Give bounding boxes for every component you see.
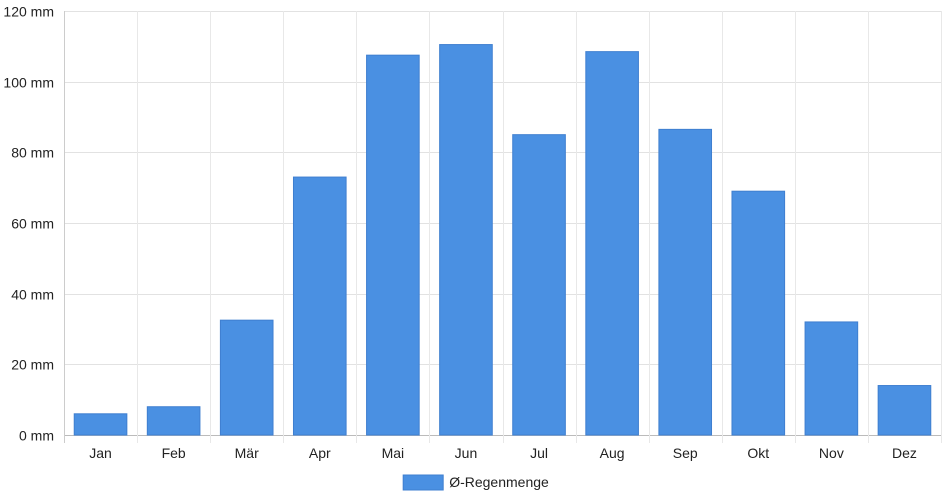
bar-4[interactable] — [366, 54, 420, 436]
y-tick-label: 100 mm — [3, 75, 54, 91]
grid-lines — [64, 11, 942, 443]
y-tick-label: 40 mm — [11, 287, 54, 303]
x-tick-label: Sep — [673, 445, 698, 461]
bar-0[interactable] — [73, 413, 128, 436]
axes: 0 mm 20 mm 40 mm 60 mm 80 mm 100 mm 120 mm Jan F… — [3, 4, 916, 462]
x-tick-label: Dez — [892, 445, 917, 461]
x-tick-label: Jan — [89, 445, 112, 461]
x-tick-label: Apr — [309, 445, 331, 461]
x-tick-label: Feb — [162, 445, 186, 461]
y-tick-label: 60 mm — [11, 216, 54, 232]
bars — [73, 44, 932, 436]
x-tick-label: Aug — [600, 445, 625, 461]
x-tick-label: Jun — [455, 445, 478, 461]
x-tick-label: Mai — [382, 445, 405, 461]
bar-10[interactable] — [804, 321, 859, 436]
y-tick-label: 0 mm — [19, 428, 54, 444]
bar-6[interactable] — [512, 134, 566, 436]
bar-2[interactable] — [219, 319, 274, 436]
bar-5[interactable] — [439, 44, 493, 436]
y-tick-label: 120 mm — [3, 4, 54, 20]
y-tick-label: 80 mm — [11, 145, 54, 161]
bar-8[interactable] — [658, 128, 713, 436]
bar-3[interactable] — [292, 176, 347, 436]
legend-swatch[interactable] — [402, 474, 444, 491]
x-tick-label: Nov — [819, 445, 844, 461]
legend[interactable]: Ø-Regenmenge — [402, 474, 549, 491]
x-tick-label: Mär — [235, 445, 259, 461]
x-tick-label: Okt — [747, 445, 769, 461]
bar-7[interactable] — [585, 51, 639, 436]
bar-9[interactable] — [731, 190, 786, 436]
bar-1[interactable] — [146, 406, 201, 436]
y-tick-label: 20 mm — [11, 357, 54, 373]
x-tick-label: Jul — [530, 445, 548, 461]
bar-11[interactable] — [877, 385, 932, 436]
legend-label[interactable]: Ø-Regenmenge — [449, 474, 549, 490]
